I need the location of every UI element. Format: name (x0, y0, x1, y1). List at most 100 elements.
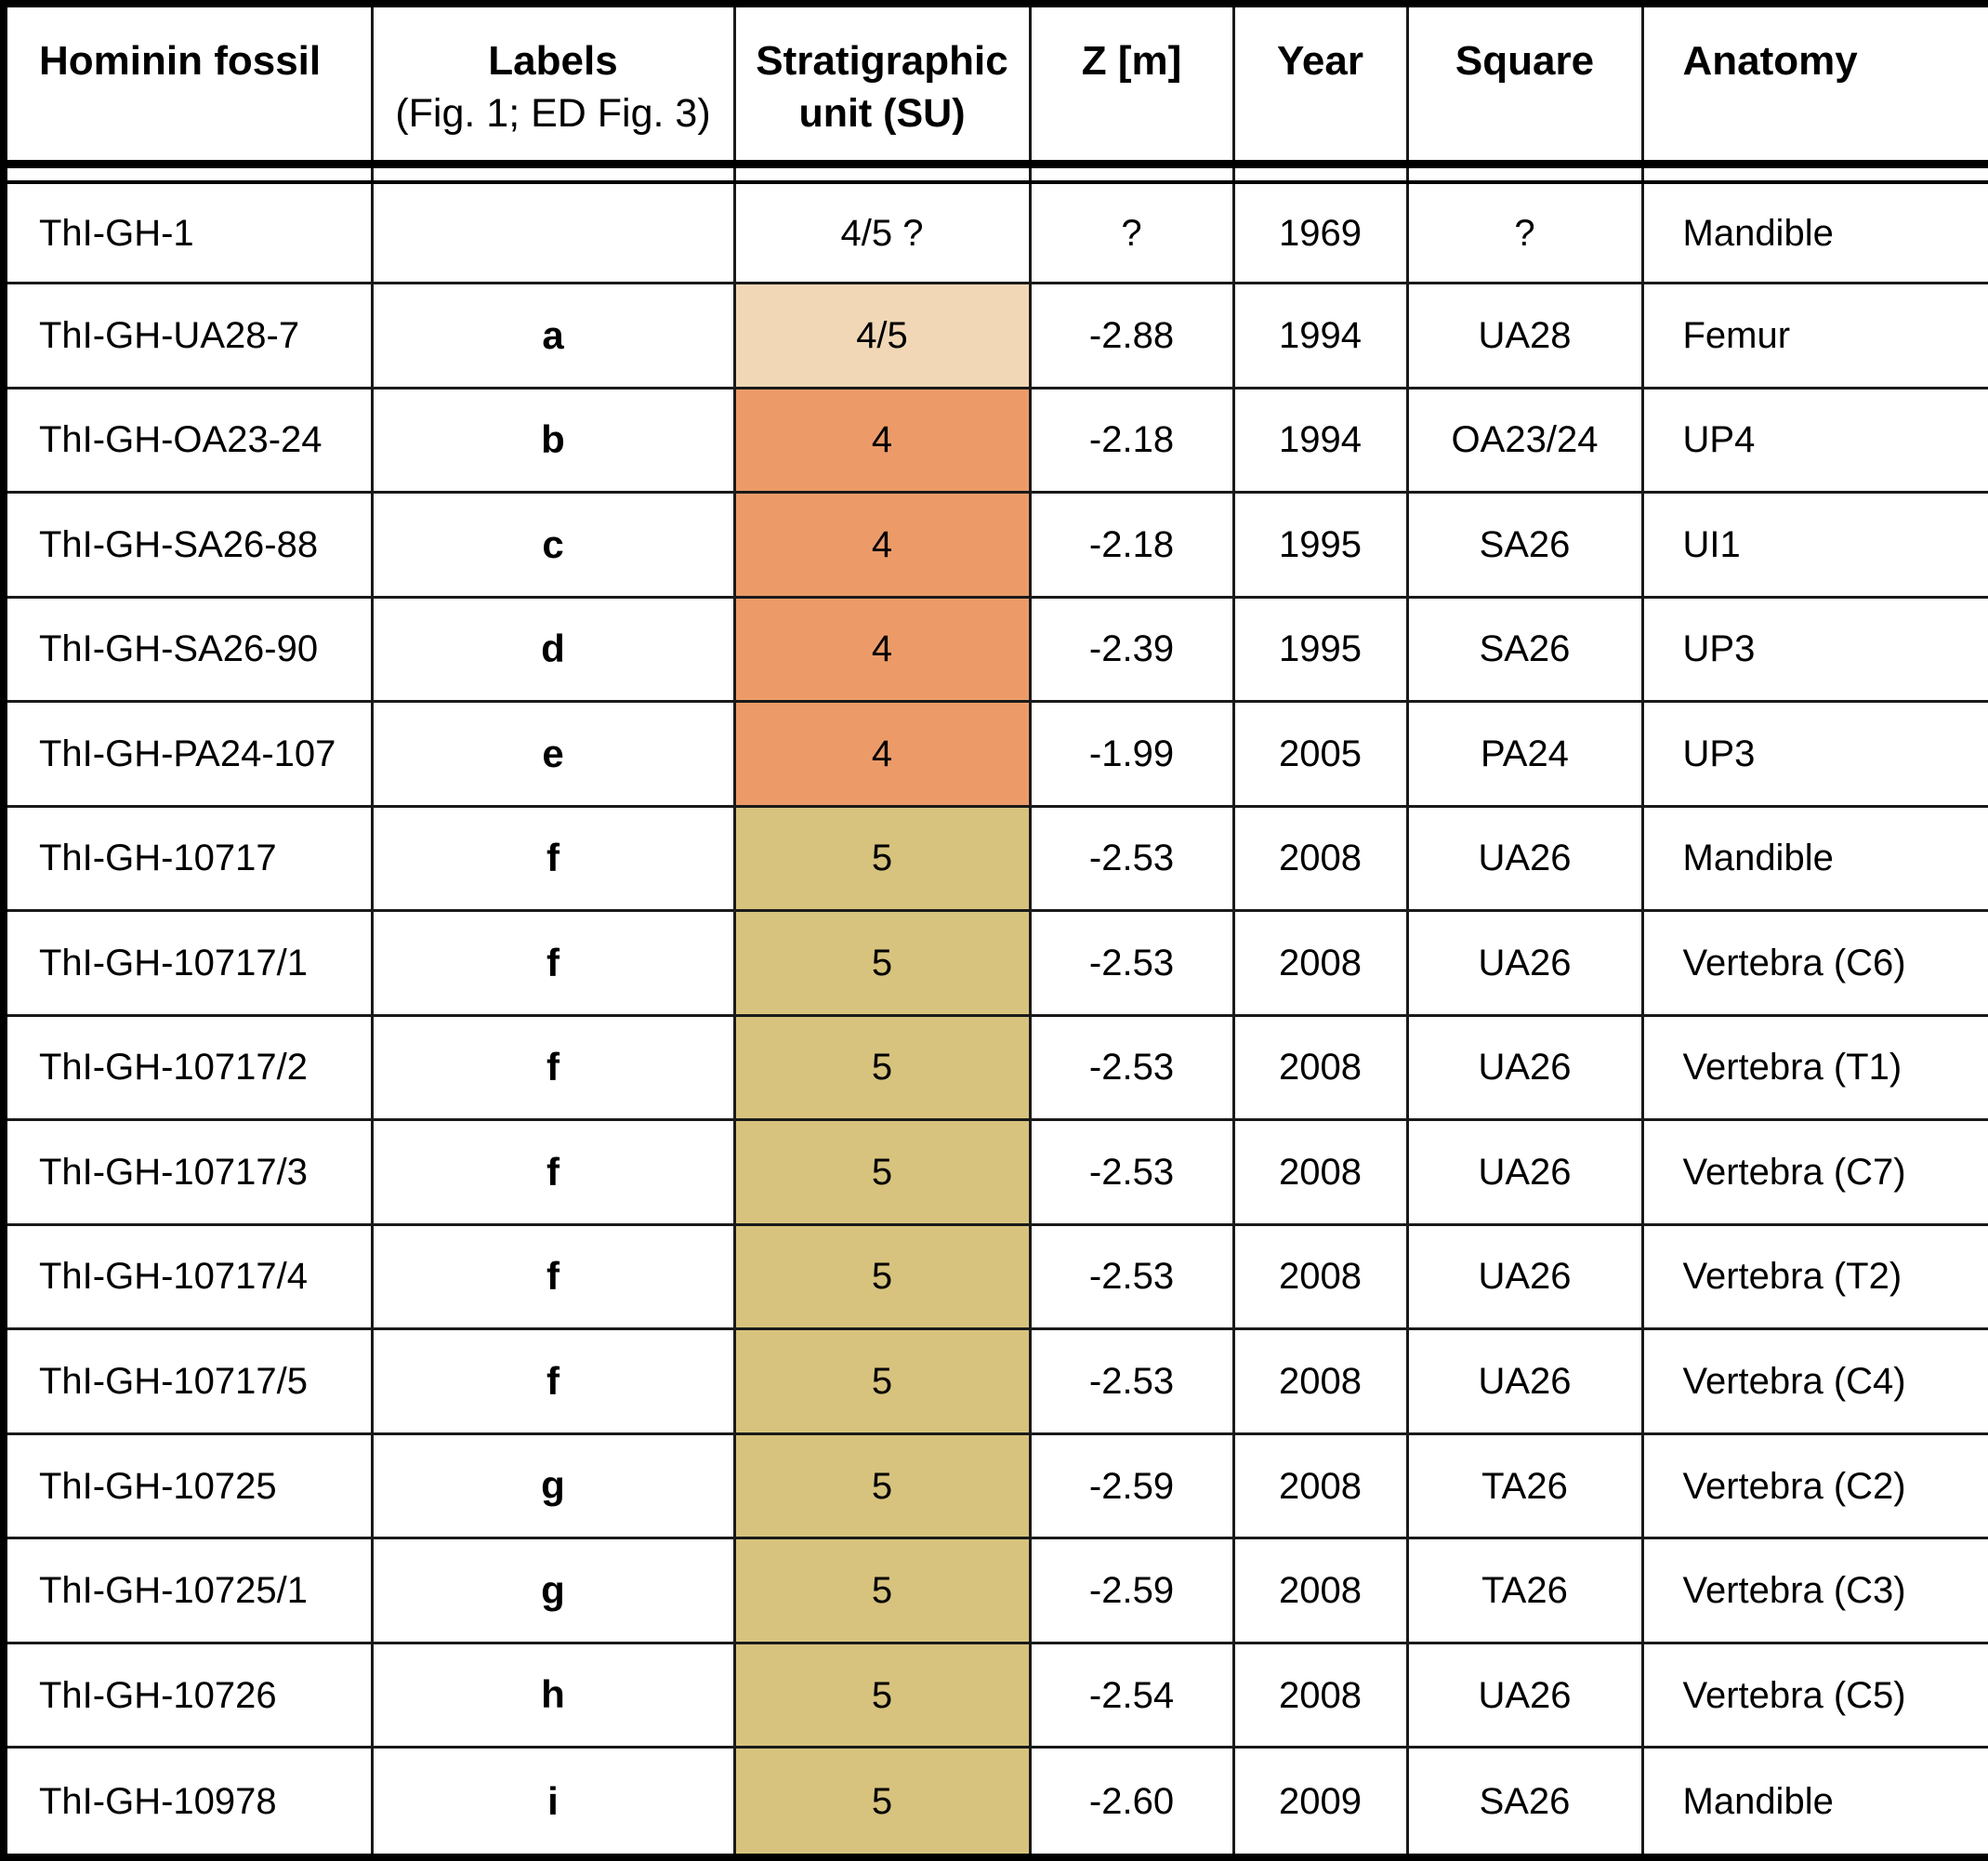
col-header-labels-subtitle: (Fig. 1; ED Fig. 3) (395, 91, 711, 136)
cell-stratigraphic-unit: 5 (732, 1641, 1032, 1749)
table-row: ThI-GH-10725/1 g 5 -2.59 2008 TA26 Vertebra (C… (2, 1537, 1988, 1644)
cell-stratigraphic-unit: 5 (732, 1222, 1032, 1331)
table-row: ThI-GH-10717/5 f 5 -2.53 2008 UA26 Vertebra (C… (2, 1327, 1988, 1435)
cell-z: ? (1028, 180, 1235, 285)
table-row: ThI-GH-10717/1 f 5 -2.53 2008 UA26 Vertebra (C… (2, 909, 1988, 1017)
cell-fossil: ThI-GH-PA24-107 (2, 700, 374, 808)
cell-label: g (370, 1432, 736, 1540)
cell-fossil: ThI-GH-10717/5 (2, 1327, 374, 1435)
cell-year: 2009 (1231, 1746, 1409, 1859)
cell-square: UA26 (1405, 1222, 1644, 1331)
cell-year: 2008 (1231, 804, 1409, 913)
table-row: ThI-GH-10725 g 5 -2.59 2008 TA26 Vertebra (C2) (2, 1432, 1988, 1540)
table-row: ThI-GH-10726 h 5 -2.54 2008 UA26 Vertebra (C5) (2, 1641, 1988, 1749)
cell-anatomy: UP4 (1640, 386, 1988, 495)
cell-stratigraphic-unit: 5 (732, 1746, 1032, 1859)
cell-anatomy: Vertebra (C6) (1640, 909, 1988, 1017)
cell-year: 1994 (1231, 386, 1409, 495)
cell-stratigraphic-unit: 4/5 (732, 282, 1032, 389)
cell-stratigraphic-unit: 5 (732, 1432, 1032, 1540)
cell-year: 2008 (1231, 1641, 1409, 1749)
cell-label: f (370, 1222, 736, 1331)
cell-z: -1.99 (1028, 700, 1235, 808)
table-row: ThI-GH-PA24-107 e 4 -1.99 2005 PA24 UP3 (2, 700, 1988, 808)
col-header-square: Square (1405, 2, 1644, 184)
cell-square: SA26 (1405, 491, 1644, 599)
cell-anatomy: UP3 (1640, 595, 1988, 704)
cell-year: 1994 (1231, 282, 1409, 389)
col-header-hominin-fossil: Hominin fossil (2, 2, 374, 184)
cell-square: SA26 (1405, 595, 1644, 704)
cell-fossil: ThI-GH-10725/1 (2, 1537, 374, 1644)
cell-label: a (370, 282, 736, 389)
cell-year: 2005 (1231, 700, 1409, 808)
table-row: ThI-GH-10717/4 f 5 -2.53 2008 UA26 Vertebra (T… (2, 1222, 1988, 1331)
cell-year: 2008 (1231, 1222, 1409, 1331)
cell-year: 2008 (1231, 1327, 1409, 1435)
cell-stratigraphic-unit: 5 (732, 909, 1032, 1017)
col-header-labels: Labels (Fig. 1; ED Fig. 3) (370, 2, 736, 184)
col-header-z: Z [m] (1028, 2, 1235, 184)
cell-z: -2.59 (1028, 1432, 1235, 1540)
cell-z: -2.53 (1028, 1222, 1235, 1331)
cell-square: ? (1405, 180, 1644, 285)
cell-stratigraphic-unit: 5 (732, 1327, 1032, 1435)
cell-label: b (370, 386, 736, 495)
col-header-labels-title: Labels (488, 38, 618, 84)
cell-label: h (370, 1641, 736, 1749)
cell-z: -2.54 (1028, 1641, 1235, 1749)
table-row: ThI-GH-1 4/5 ?? 1969? Mandible (2, 180, 1988, 285)
cell-year: 2008 (1231, 1537, 1409, 1644)
cell-z: -2.18 (1028, 386, 1235, 495)
cell-label: g (370, 1537, 736, 1644)
cell-z: -2.53 (1028, 804, 1235, 913)
cell-anatomy: UI1 (1640, 491, 1988, 599)
cell-label: f (370, 804, 736, 913)
cell-square: UA26 (1405, 909, 1644, 1017)
cell-square: SA26 (1405, 1746, 1644, 1859)
cell-stratigraphic-unit: 4 (732, 595, 1032, 704)
cell-fossil: ThI-GH-UA28-7 (2, 282, 374, 389)
cell-year: 1969 (1231, 180, 1409, 285)
table-row: ThI-GH-10717/2 f 5 -2.53 2008 UA26 Vertebra (T… (2, 1013, 1988, 1122)
cell-label: i (370, 1746, 736, 1859)
col-header-stratigraphic-unit: Stratigraphic unit (SU) (732, 2, 1032, 184)
cell-z: -2.53 (1028, 1118, 1235, 1226)
cell-label: e (370, 700, 736, 808)
cell-square: UA26 (1405, 1118, 1644, 1226)
header-separator-band (0, 160, 1988, 168)
cell-year: 1995 (1231, 491, 1409, 599)
cell-year: 2008 (1231, 1118, 1409, 1226)
cell-label: f (370, 1118, 736, 1226)
cell-stratigraphic-unit: 4 (732, 491, 1032, 599)
table-row: ThI-GH-SA26-90 d 4 -2.39 1995 SA26 UP3 (2, 595, 1988, 704)
cell-year: 1995 (1231, 595, 1409, 704)
cell-fossil: ThI-GH-10717/4 (2, 1222, 374, 1331)
cell-stratigraphic-unit: 5 (732, 1118, 1032, 1226)
cell-anatomy: Vertebra (C5) (1640, 1641, 1988, 1749)
cell-fossil: ThI-GH-10717/3 (2, 1118, 374, 1226)
cell-z: -2.53 (1028, 909, 1235, 1017)
table-row: ThI-GH-10978 i 5 -2.60 2009 SA26 Mandible (2, 1746, 1988, 1859)
cell-square: TA26 (1405, 1537, 1644, 1644)
col-header-su-line1: Stratigraphic (756, 38, 1008, 84)
cell-fossil: ThI-GH-SA26-88 (2, 491, 374, 599)
cell-square: OA23/24 (1405, 386, 1644, 495)
cell-anatomy: Mandible (1640, 180, 1988, 285)
table-row: ThI-GH-10717 f 5 -2.53 2008 UA26 Mandible (2, 804, 1988, 913)
cell-year: 2008 (1231, 1013, 1409, 1122)
cell-square: PA24 (1405, 700, 1644, 808)
cell-stratigraphic-unit: 4 (732, 386, 1032, 495)
header-row: Hominin fossil Labels (Fig. 1; ED Fig. 3… (2, 2, 1988, 184)
table-row: ThI-GH-UA28-7 a 4/5 -2.88 1994 UA28 Femur (2, 282, 1988, 389)
cell-label: f (370, 909, 736, 1017)
cell-anatomy: Mandible (1640, 804, 1988, 913)
cell-label (370, 180, 736, 285)
cell-anatomy: UP3 (1640, 700, 1988, 808)
cell-stratigraphic-unit: 4 (732, 700, 1032, 808)
cell-fossil: ThI-GH-10717 (2, 804, 374, 913)
cell-year: 2008 (1231, 909, 1409, 1017)
cell-stratigraphic-unit: 5 (732, 1537, 1032, 1644)
